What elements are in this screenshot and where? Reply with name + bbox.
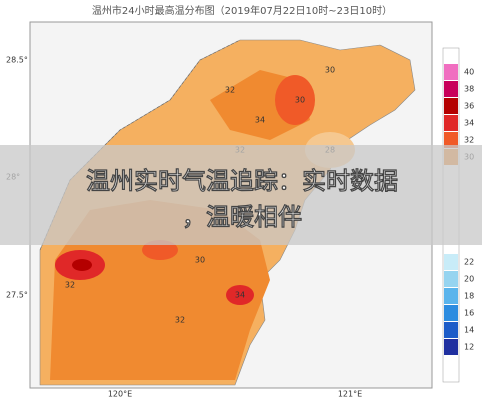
lat-label: 28.5° [6, 56, 28, 65]
legend-label: 38 [464, 85, 474, 94]
map-label: 30 [195, 256, 205, 265]
legend-swatch [444, 81, 458, 97]
legend-swatch [444, 115, 458, 131]
legend-label: 34 [464, 119, 474, 128]
hot-spot [226, 285, 254, 305]
legend-swatch [444, 322, 458, 338]
map-label: 30 [325, 66, 335, 75]
banner-line: ，温暖相伴 [182, 203, 302, 231]
boundary [39, 39, 241, 251]
banner [0, 145, 482, 245]
lon-label: 121°E [338, 390, 362, 399]
legend-swatch [444, 288, 458, 304]
legend-swatch [444, 254, 458, 270]
legend-label: 40 [464, 68, 474, 77]
lat-label: 27.5° [6, 291, 28, 300]
legend-label: 16 [464, 309, 474, 318]
legend-label: 36 [464, 102, 474, 111]
map-label: 30 [295, 96, 305, 105]
hot-spot [72, 259, 92, 271]
map-label: 34 [235, 291, 245, 300]
legend-swatch [444, 64, 458, 80]
banner-line: 温州实时气温追踪：实时数据 [86, 167, 398, 195]
legend-label: 12 [464, 343, 474, 352]
legend-swatch [444, 339, 458, 355]
map-label: 32 [225, 86, 235, 95]
hot-spot [275, 75, 315, 125]
legend-label: 18 [464, 292, 474, 301]
legend-swatch [444, 271, 458, 287]
legend-label: 20 [464, 275, 474, 284]
map-title: 温州市24小时最高温分布图（2019年07月22日10时~23日10时） [92, 4, 392, 17]
legend-swatch [444, 305, 458, 321]
legend-swatch [444, 98, 458, 114]
map-label: 34 [255, 116, 265, 125]
map-label: 32 [175, 316, 185, 325]
legend-label: 22 [464, 258, 474, 267]
map-label: 32 [65, 281, 75, 290]
lon-label: 120°E [108, 390, 132, 399]
legend-label: 32 [464, 136, 474, 145]
legend-swatch [444, 132, 458, 148]
legend-label: 14 [464, 326, 474, 335]
